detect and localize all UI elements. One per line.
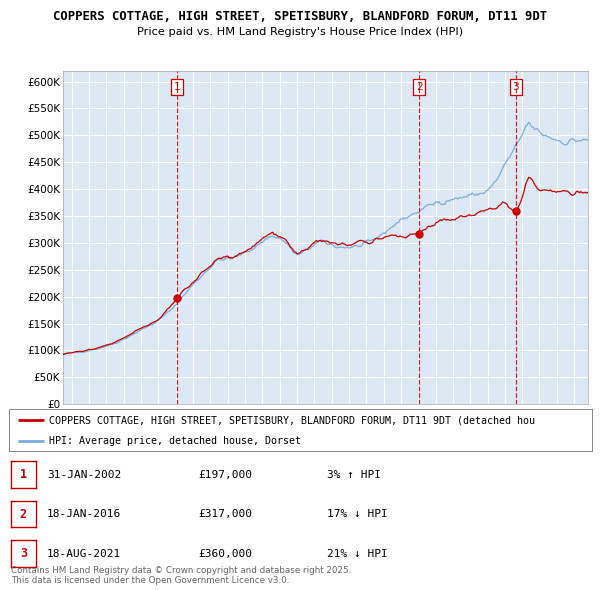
Text: 1: 1: [20, 468, 27, 481]
Text: 1: 1: [173, 82, 181, 92]
Text: HPI: Average price, detached house, Dorset: HPI: Average price, detached house, Dors…: [49, 436, 301, 445]
Text: 3% ↑ HPI: 3% ↑ HPI: [327, 470, 381, 480]
Text: 3: 3: [20, 547, 27, 560]
Text: COPPERS COTTAGE, HIGH STREET, SPETISBURY, BLANDFORD FORUM, DT11 9DT: COPPERS COTTAGE, HIGH STREET, SPETISBURY…: [53, 10, 547, 23]
Text: £317,000: £317,000: [198, 509, 252, 519]
Text: £360,000: £360,000: [198, 549, 252, 559]
Text: Contains HM Land Registry data © Crown copyright and database right 2025.
This d: Contains HM Land Registry data © Crown c…: [11, 566, 351, 585]
Text: 18-JAN-2016: 18-JAN-2016: [47, 509, 121, 519]
Text: 17% ↓ HPI: 17% ↓ HPI: [327, 509, 388, 519]
Text: COPPERS COTTAGE, HIGH STREET, SPETISBURY, BLANDFORD FORUM, DT11 9DT (detached ho: COPPERS COTTAGE, HIGH STREET, SPETISBURY…: [49, 415, 535, 425]
Text: £197,000: £197,000: [198, 470, 252, 480]
Text: 18-AUG-2021: 18-AUG-2021: [47, 549, 121, 559]
Text: Price paid vs. HM Land Registry's House Price Index (HPI): Price paid vs. HM Land Registry's House …: [137, 27, 463, 37]
Text: 31-JAN-2002: 31-JAN-2002: [47, 470, 121, 480]
Text: 21% ↓ HPI: 21% ↓ HPI: [327, 549, 388, 559]
Text: 3: 3: [512, 82, 519, 92]
Text: 2: 2: [20, 507, 27, 521]
Text: 2: 2: [416, 82, 422, 92]
